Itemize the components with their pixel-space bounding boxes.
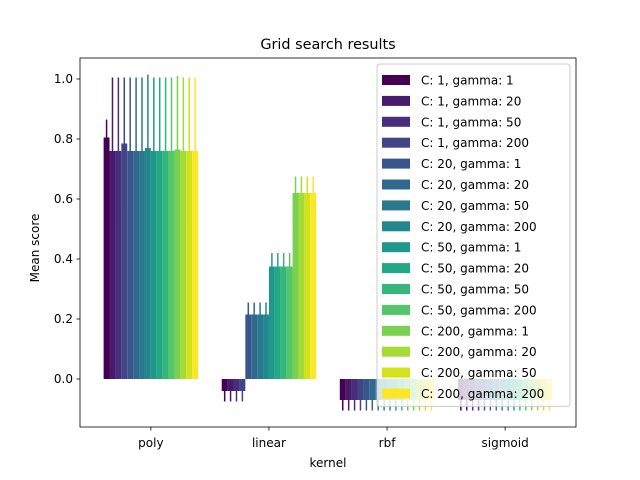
bar	[133, 151, 140, 379]
legend-label: C: 50, gamma: 200	[421, 303, 537, 317]
bar	[103, 137, 110, 379]
legend-swatch	[382, 284, 410, 294]
legend-swatch	[382, 242, 410, 253]
y-tick-label: 1.0	[54, 72, 73, 86]
y-tick-label: 0.0	[54, 372, 73, 386]
bar	[109, 151, 116, 379]
legend-swatch	[382, 179, 410, 190]
bar	[251, 314, 258, 379]
bar	[115, 151, 122, 379]
y-tick-label: 0.6	[54, 192, 73, 206]
y-tick-label: 0.4	[54, 252, 73, 266]
bar	[263, 314, 269, 379]
bar	[310, 193, 317, 379]
legend-swatch	[382, 75, 410, 85]
legend-label: C: 50, gamma: 1	[421, 241, 521, 255]
legend-label: C: 20, gamma: 50	[421, 199, 529, 213]
bar	[292, 193, 299, 379]
legend-label: C: 1, gamma: 50	[421, 115, 521, 129]
legend-label: C: 1, gamma: 200	[421, 136, 529, 150]
legend-swatch	[382, 367, 410, 378]
legend-label: C: 200, gamma: 200	[421, 387, 544, 401]
y-tick-label: 0.2	[54, 312, 73, 326]
legend-swatch	[382, 346, 410, 357]
bar	[280, 266, 287, 379]
bar	[274, 266, 281, 379]
bar	[186, 151, 193, 379]
bar	[127, 151, 134, 379]
bar	[139, 151, 145, 379]
legend-label: C: 1, gamma: 20	[421, 94, 521, 108]
y-axis-label: Mean score	[28, 214, 42, 283]
bar	[174, 149, 181, 379]
legend-swatch	[382, 263, 410, 274]
legend-label: C: 200, gamma: 20	[421, 345, 537, 359]
legend-swatch	[382, 304, 410, 315]
legend-label: C: 20, gamma: 200	[421, 220, 537, 234]
legend-label: C: 50, gamma: 20	[421, 262, 529, 276]
bar	[156, 151, 163, 379]
bar	[144, 148, 151, 379]
x-tick-label: linear	[252, 436, 286, 450]
legend-swatch	[382, 200, 410, 211]
bar	[162, 151, 169, 379]
bar	[150, 151, 157, 379]
bar	[245, 314, 252, 379]
legend-box	[376, 63, 571, 407]
legend-label: C: 200, gamma: 50	[421, 366, 537, 380]
chart-title: Grid search results	[260, 37, 395, 53]
legend: C: 1, gamma: 1 C: 1, gamma: 20 C: 1, gamma…	[376, 63, 571, 407]
legend-swatch	[382, 325, 410, 336]
bar	[304, 193, 311, 379]
legend-swatch	[382, 95, 410, 106]
legend-swatch	[382, 221, 410, 232]
bar	[257, 314, 264, 379]
x-axis-label: kernel	[310, 456, 347, 470]
legend-swatch	[382, 137, 410, 148]
legend-label: C: 20, gamma: 20	[421, 178, 529, 192]
legend-label: C: 1, gamma: 1	[421, 74, 514, 88]
legend-label: C: 20, gamma: 1	[421, 157, 521, 171]
bar	[121, 143, 128, 379]
legend-swatch	[382, 116, 410, 127]
bar	[298, 193, 305, 379]
x-tick-label: poly	[138, 436, 163, 450]
bar	[268, 266, 275, 379]
bar	[192, 151, 199, 379]
y-tick-label: 0.8	[54, 132, 73, 146]
legend-label: C: 200, gamma: 1	[421, 324, 529, 338]
bar	[168, 151, 175, 379]
bar	[286, 266, 293, 379]
legend-swatch	[382, 158, 410, 169]
x-tick-label: rbf	[379, 436, 397, 450]
x-tick-label: sigmoid	[482, 436, 529, 450]
legend-label: C: 50, gamma: 50	[421, 283, 529, 297]
axes-frame	[79, 57, 577, 428]
bar	[180, 151, 187, 379]
legend-swatch	[382, 388, 410, 399]
